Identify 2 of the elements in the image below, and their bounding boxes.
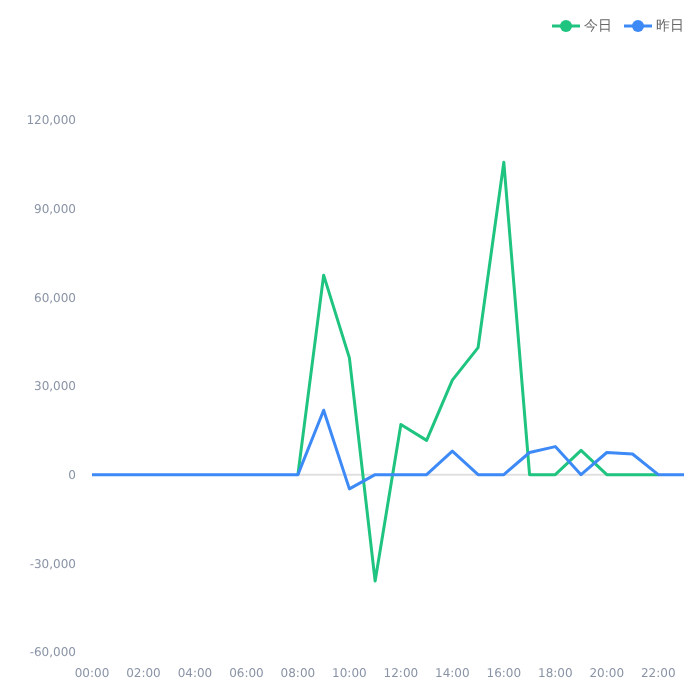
line-series xyxy=(296,160,660,583)
line-series xyxy=(92,408,684,491)
